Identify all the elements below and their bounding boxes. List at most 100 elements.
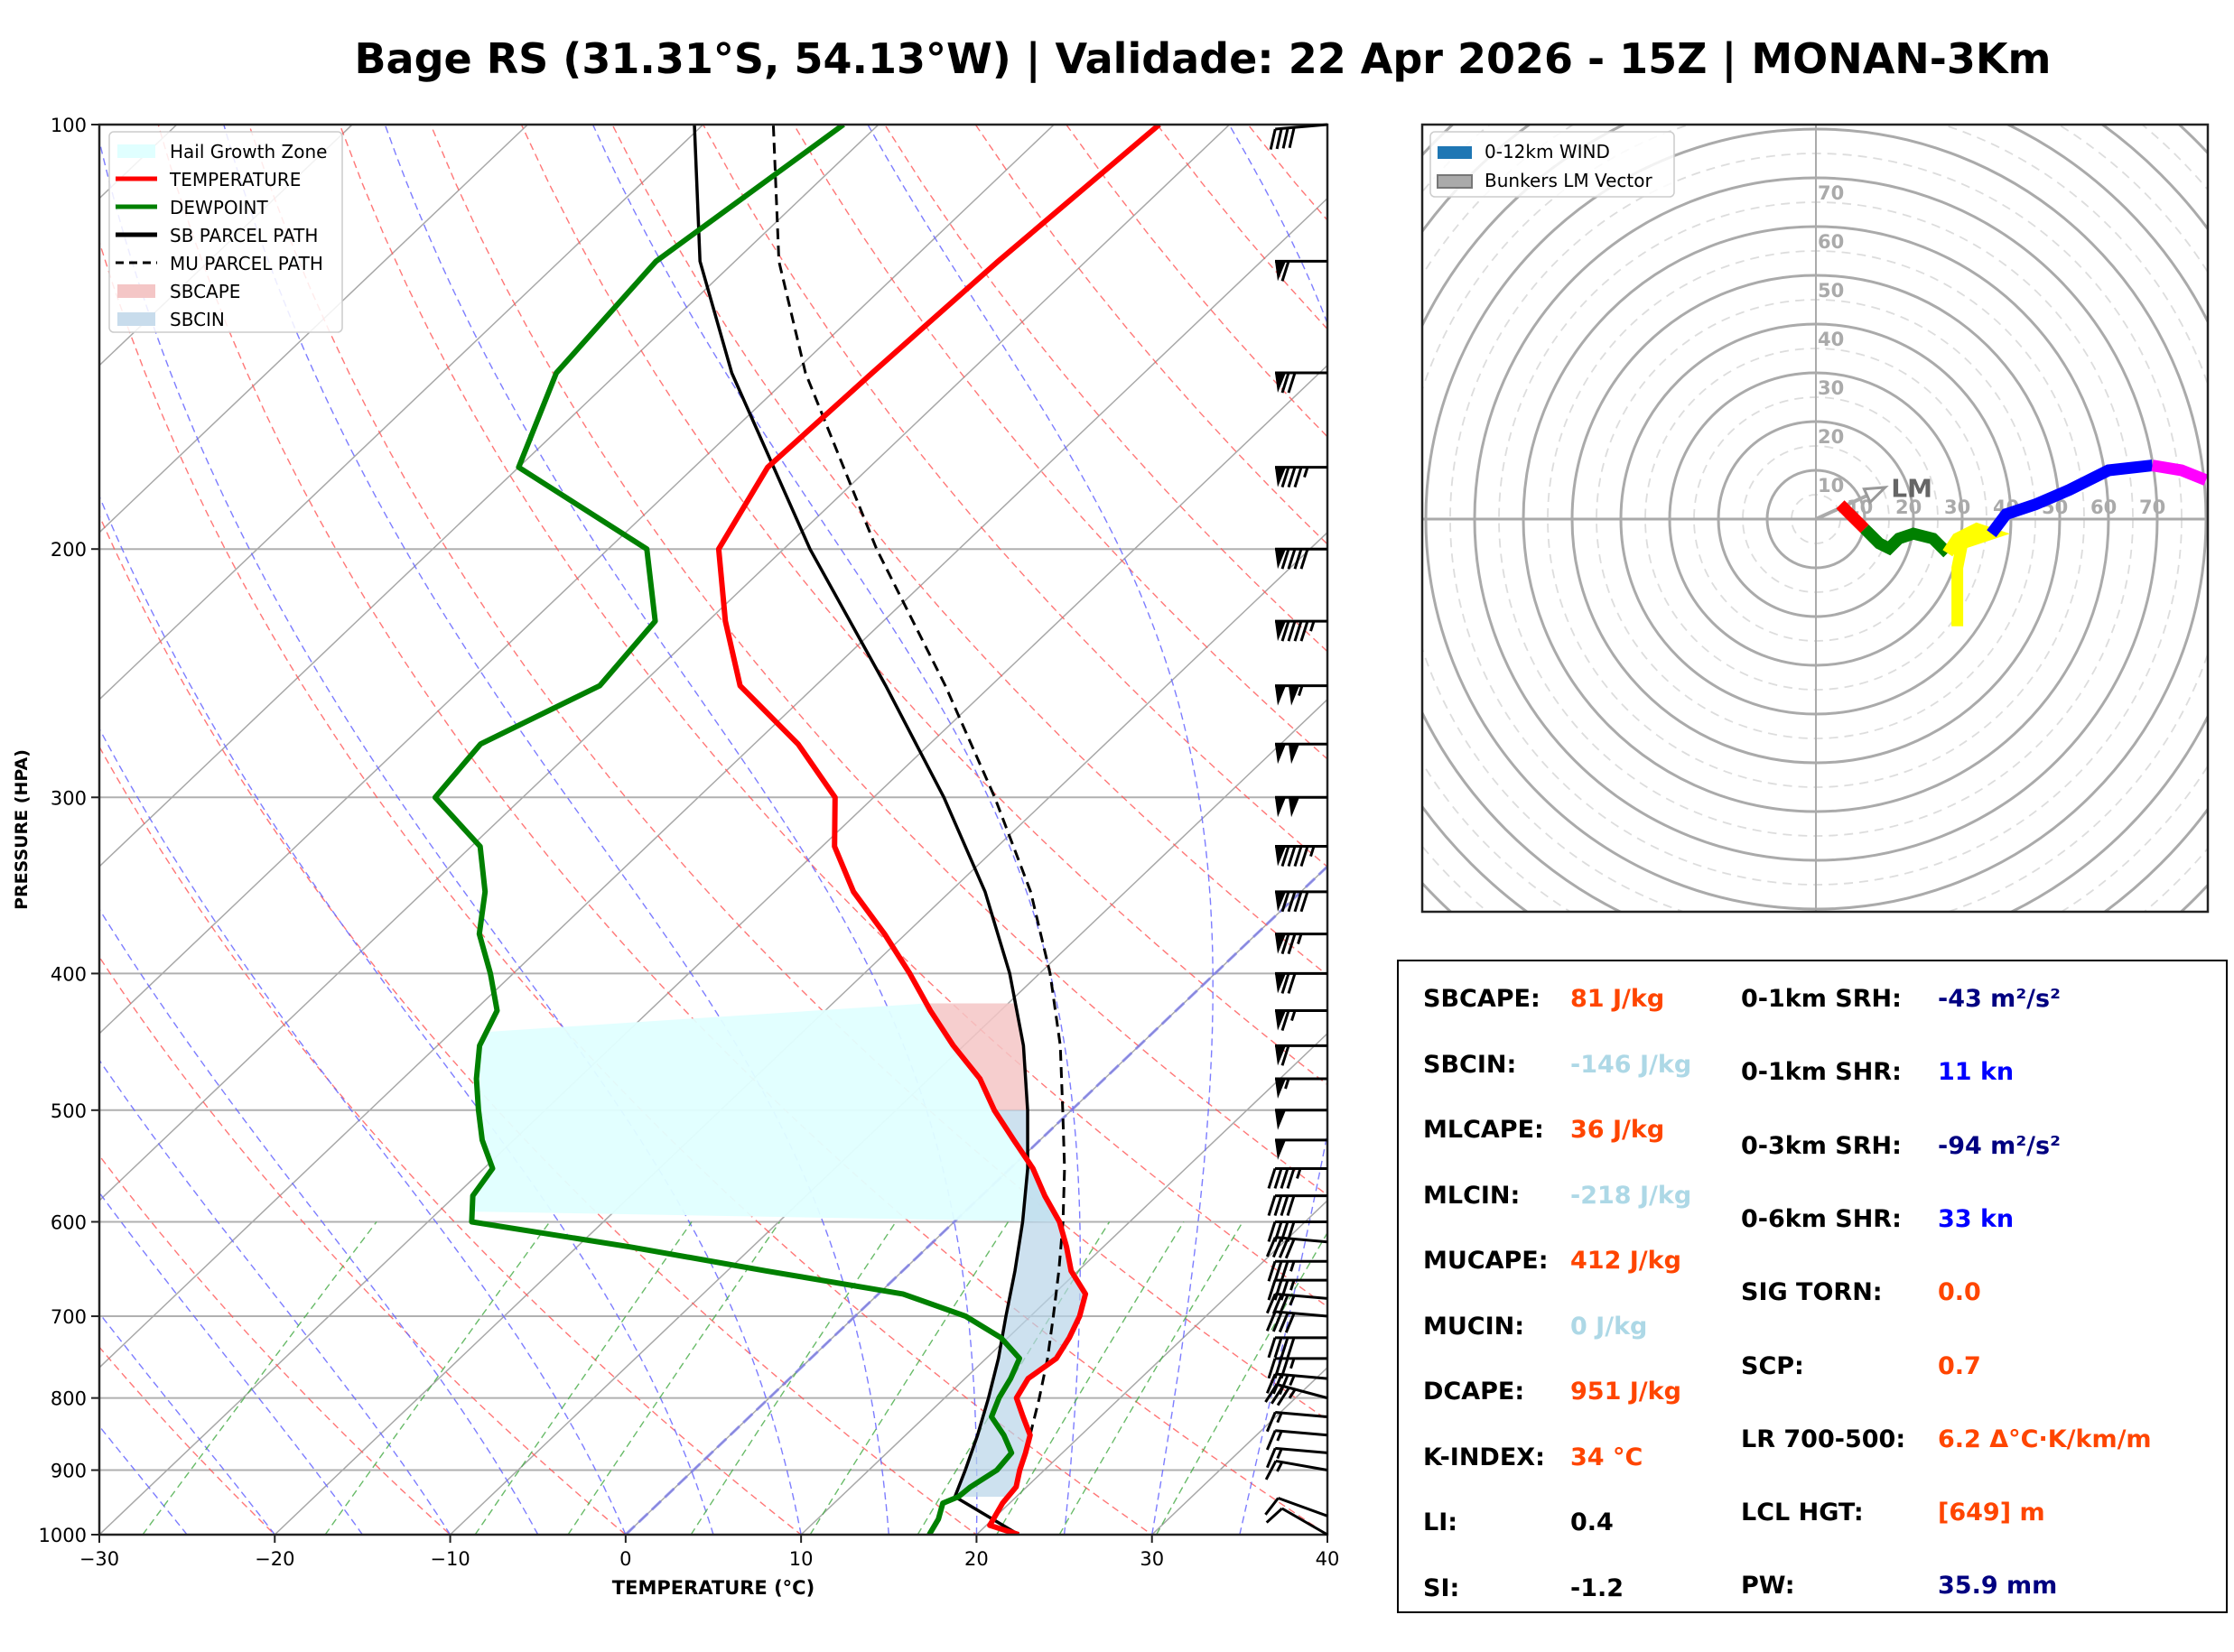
hodograph-ring-label: 20 (1895, 497, 1922, 518)
wind-barb (1265, 1310, 1328, 1333)
wind-barb-half (1296, 1167, 1302, 1179)
hodograph-segment-1-3km (1860, 524, 1952, 558)
y-tick-label: 500 (51, 1100, 87, 1122)
wind-barb-full (1280, 1337, 1289, 1359)
wind-barb (1265, 1429, 1328, 1451)
y-tick-label: 100 (51, 115, 87, 136)
wind-barb-full (1280, 260, 1290, 282)
wind-barb (1267, 1166, 1327, 1189)
wind-barb-full (1267, 1337, 1277, 1359)
wind-barb-full (1265, 1311, 1277, 1332)
stat-value: 951 J/kg (1570, 1378, 1681, 1406)
wind-barb-shaft (1275, 1410, 1328, 1418)
wind-barb-full (1273, 1221, 1283, 1242)
wind-barb-full (1287, 972, 1297, 994)
wind-barb-full (1299, 846, 1309, 868)
wind-barb-half (1276, 1448, 1283, 1460)
wind-barb-flag (1275, 261, 1286, 282)
wind-barb-full (1280, 1260, 1289, 1282)
isotherm-line (99, 125, 704, 701)
bunkers-lm-arrowhead (1862, 486, 1889, 505)
dry-adiabat-line (99, 239, 1153, 1535)
wind-barb-full (1280, 972, 1290, 994)
wind-barb-flag (1275, 1045, 1286, 1066)
hodograph-segment-9-12km (2151, 459, 2208, 486)
wind-barb-shaft (1276, 1383, 1328, 1400)
x-axis-label: TEMPERATURE (°C) (612, 1577, 814, 1599)
mixing-ratio-line (142, 1221, 377, 1535)
stat-value: -94 m²/s² (1938, 1131, 2061, 1160)
wind-barb-full (1287, 620, 1297, 642)
wind-barb (1267, 1194, 1327, 1217)
stat-label: MUCIN: (1423, 1312, 1525, 1341)
sbcape-area (926, 1003, 1029, 1110)
wind-barb-full (1280, 467, 1290, 488)
mixing-ratio-line (1155, 1231, 1327, 1535)
legend-swatch (1437, 174, 1473, 189)
wind-barb (1275, 1044, 1327, 1066)
dry-adiabat-line (99, 514, 978, 1535)
wind-barb-half (1289, 1295, 1296, 1306)
wind-barb-flag (1275, 467, 1286, 487)
wind-barb-shaft (1275, 1446, 1328, 1454)
wind-barb-full (1299, 620, 1309, 642)
y-axis-label: PRESSURE (HPA) (12, 749, 32, 910)
hodograph-ring-label: 70 (1818, 182, 1844, 204)
wind-barb-full (1271, 1294, 1283, 1314)
wind-barb-full (1280, 1195, 1289, 1217)
wind-barb-full (1275, 128, 1283, 150)
moist-adiabat-line (99, 727, 627, 1535)
wind-barb (1275, 259, 1327, 282)
legend-swatch (117, 312, 155, 326)
wind-barb (1275, 742, 1327, 765)
wind-barb-full (1286, 1167, 1296, 1189)
stat-label: 0-1km SHR: (1741, 1058, 1902, 1087)
wind-barb-flag (1275, 1109, 1286, 1130)
hail-growth-zone-area (471, 1003, 1060, 1222)
wind-barb-full (1293, 620, 1303, 642)
legend-label: DEWPOINT (170, 197, 268, 218)
stat-label: 0-6km SHR: (1741, 1204, 1902, 1233)
x-tick-label: 30 (1140, 1548, 1164, 1570)
moist-adiabat-line (867, 125, 1214, 1535)
wind-barb (1265, 1446, 1328, 1469)
wind-barb-full (1265, 1430, 1277, 1451)
wind-barb (1264, 1497, 1328, 1517)
stat-label: SBCIN: (1423, 1050, 1517, 1079)
isotherm-line (274, 531, 1327, 1535)
wind-barb (1275, 1138, 1327, 1160)
mixing-ratio-line (567, 1221, 781, 1535)
wind-barb-full (1280, 846, 1290, 868)
wind-barb-half (1303, 467, 1309, 478)
moist-adiabat-line (99, 1059, 451, 1535)
wind-barb-full (1299, 891, 1309, 913)
wind-barb-full (1293, 846, 1303, 868)
wind-barb-full (1287, 467, 1297, 488)
stat-value: 11 kn (1938, 1058, 2015, 1087)
wind-barb-full (1273, 1337, 1283, 1359)
stat-label: MLCIN: (1423, 1181, 1521, 1210)
wind-barb-full (1280, 620, 1290, 642)
stat-value: [649] m (1938, 1499, 2045, 1527)
hodograph-ring-label: 10 (1818, 475, 1844, 497)
wind-barb-full (1280, 548, 1290, 570)
wind-barb (1275, 933, 1327, 955)
dry-adiabat-line (99, 745, 803, 1535)
stat-value: 0.0 (1938, 1278, 1981, 1307)
wind-barb-half (1276, 1412, 1283, 1424)
wind-barb-full (1278, 1294, 1289, 1315)
isotherm-line (99, 197, 1327, 1369)
legend-label: MU PARCEL PATH (170, 253, 323, 274)
legend-label: SBCAPE (170, 281, 240, 302)
wind-barb-flag (1275, 797, 1286, 818)
wind-barb-full (1281, 127, 1289, 149)
mu-parcel-path-line (771, 125, 1066, 1436)
wind-barb-full (1293, 891, 1303, 913)
wind-barb-full (1265, 1507, 1283, 1524)
wind-barb-full (1267, 1358, 1277, 1379)
isotherm-line (99, 364, 1327, 1535)
stat-label: DCAPE: (1423, 1378, 1525, 1406)
wind-barb-full (1280, 372, 1290, 394)
